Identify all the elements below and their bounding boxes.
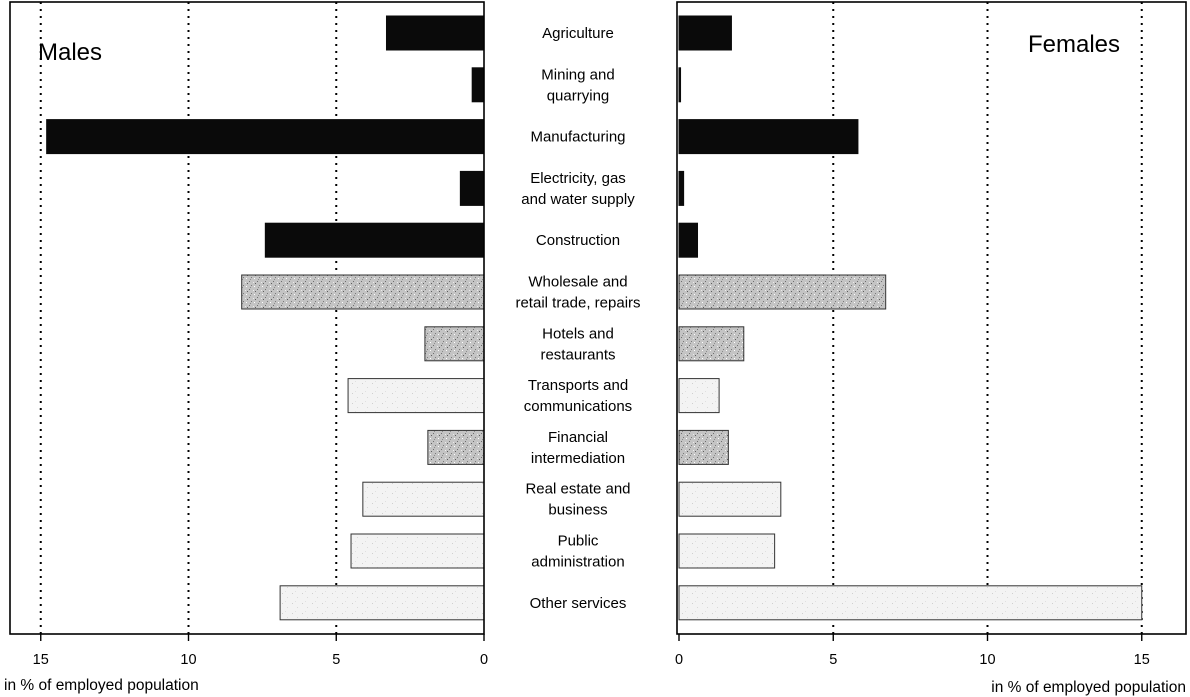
females-gridlines [832,2,1143,634]
males-bars [46,15,485,621]
category-labels: Agriculture Mining and quarrying Manufactur… [515,25,640,612]
males-panel: Males 0 5 10 15 in % of employed population [4,1,488,694]
males-bar [385,15,485,51]
category-label: Construction [536,232,620,249]
category-label: Real estate and business [525,481,630,519]
females-axis-label: in % of employed population [991,679,1186,696]
males-bar [264,222,485,258]
category-label: Agriculture [542,25,614,42]
females-panel: Females 0 5 10 15 in % of employed populati… [675,1,1187,696]
females-bar [678,274,887,310]
males-gridlines [39,2,338,634]
males-bar [362,481,485,517]
females-series-label: Females [1028,31,1120,58]
females-bar [678,119,859,155]
males-bar [471,67,485,103]
category-label: Electricity, gas and water supply [521,170,635,208]
category-label: Hotels and restaurants [540,325,615,363]
males-bar [424,326,485,362]
females-bar [678,170,685,206]
females-bar [678,222,699,258]
females-tick-label: 5 [829,652,837,668]
males-tick-label: 15 [33,652,49,668]
females-bar [678,585,1143,621]
males-bar [350,533,485,569]
category-label: Public administration [531,533,624,571]
females-bar [678,533,776,569]
males-series-label: Males [38,39,102,66]
category-label: Wholesale and retail trade, repairs [515,274,640,312]
females-tick-label: 0 [675,652,683,668]
females-tick-label: 15 [1134,652,1150,668]
category-label: Financial intermediation [531,429,625,467]
males-bar [427,429,485,465]
category-label: Mining and quarrying [541,66,614,104]
males-bar [46,119,485,155]
males-tick-label: 5 [332,652,340,668]
males-bar [279,585,485,621]
females-bar [678,378,720,414]
category-label: Manufacturing [530,129,625,146]
females-bar [678,326,745,362]
males-axis-label: in % of employed population [4,677,199,694]
females-bars [678,15,1143,621]
category-label: Transports and communications [524,377,632,415]
females-plot-frame [676,1,1187,635]
females-axis-ticks: 0 5 10 15 [675,634,1150,668]
males-tick-label: 10 [180,652,196,668]
females-bar [678,67,682,103]
males-axis-ticks: 0 5 10 15 [33,634,488,668]
females-bar [678,429,729,465]
males-bar [459,170,485,206]
males-tick-label: 0 [480,652,488,668]
females-bar [678,15,732,51]
category-label: Other services [530,595,627,612]
females-tick-label: 10 [979,652,995,668]
females-bar [678,481,782,517]
males-bar [241,274,485,310]
males-bar [347,378,485,414]
males-plot-frame [9,1,485,635]
